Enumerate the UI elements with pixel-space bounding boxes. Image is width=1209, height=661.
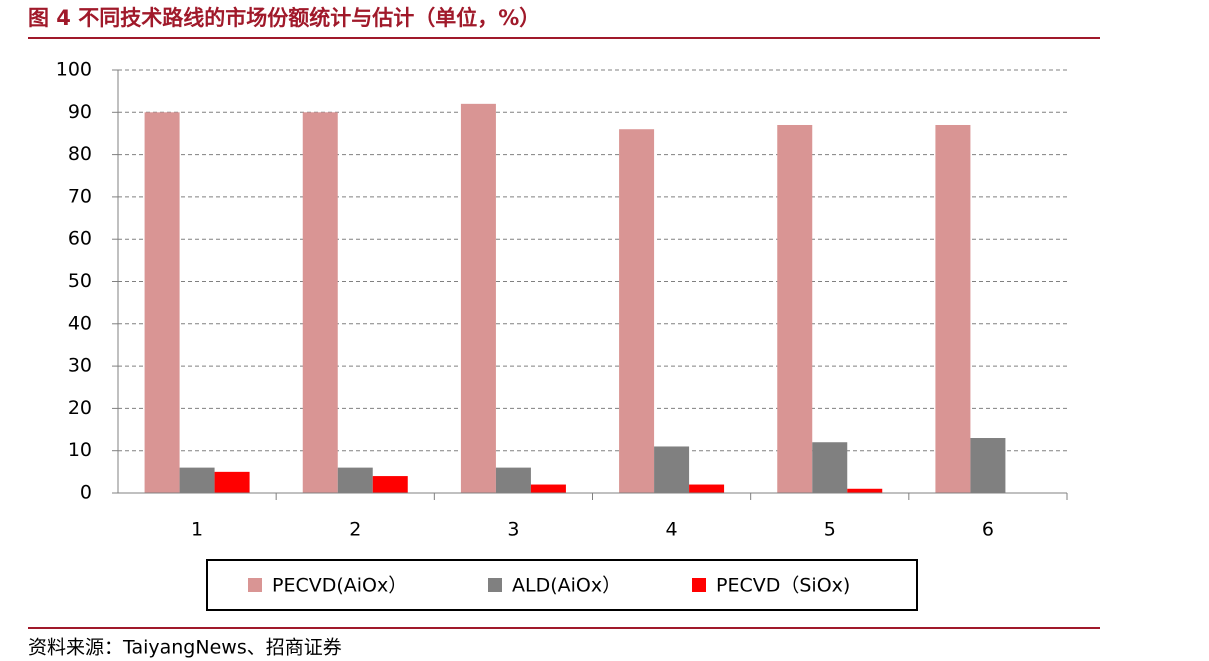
legend-label: PECVD(AiOx）	[272, 575, 407, 597]
legend-label: PECVD（SiOx)	[716, 575, 850, 597]
bar	[777, 124, 813, 494]
y-tick-label: 30	[68, 355, 92, 377]
x-tick-label: 1	[191, 519, 203, 541]
bar	[460, 103, 496, 493]
x-tick-label: 3	[507, 519, 519, 541]
bar	[337, 467, 373, 493]
bar	[302, 112, 338, 494]
y-tick-label: 40	[68, 312, 92, 334]
bar	[372, 476, 408, 493]
legend-swatch	[692, 578, 706, 592]
bar	[619, 129, 655, 493]
y-tick-label: 20	[68, 397, 92, 419]
bar	[689, 484, 725, 493]
x-tick-label: 4	[666, 519, 678, 541]
legend-swatch	[248, 578, 262, 592]
x-tick-label: 5	[824, 519, 836, 541]
y-tick-label: 60	[68, 228, 92, 250]
y-tick-label: 100	[56, 59, 92, 81]
y-tick-label: 80	[68, 143, 92, 165]
legend-label: ALD(AiOx）	[512, 575, 621, 597]
legend-box	[206, 559, 918, 611]
bar	[847, 488, 883, 493]
x-tick-label: 6	[982, 519, 994, 541]
legend-swatch	[488, 578, 502, 592]
source: 资料来源：TaiyangNews、招商证券	[28, 637, 342, 659]
x-tick-label: 2	[349, 519, 361, 541]
bar	[970, 438, 1006, 493]
bar	[654, 446, 690, 493]
bar	[144, 112, 180, 494]
y-tick-label: 0	[80, 482, 92, 504]
bar	[530, 484, 566, 493]
bar	[214, 471, 250, 493]
chart-title: 图 4 不同技术路线的市场份额统计与估计（单位，%）	[28, 6, 540, 30]
y-tick-label: 70	[68, 185, 92, 207]
bar	[495, 467, 531, 493]
y-tick-label: 10	[68, 439, 92, 461]
bar	[935, 124, 971, 494]
y-tick-label: 90	[68, 101, 92, 123]
bar	[179, 467, 215, 493]
bar	[812, 442, 848, 493]
y-tick-label: 50	[68, 270, 92, 292]
